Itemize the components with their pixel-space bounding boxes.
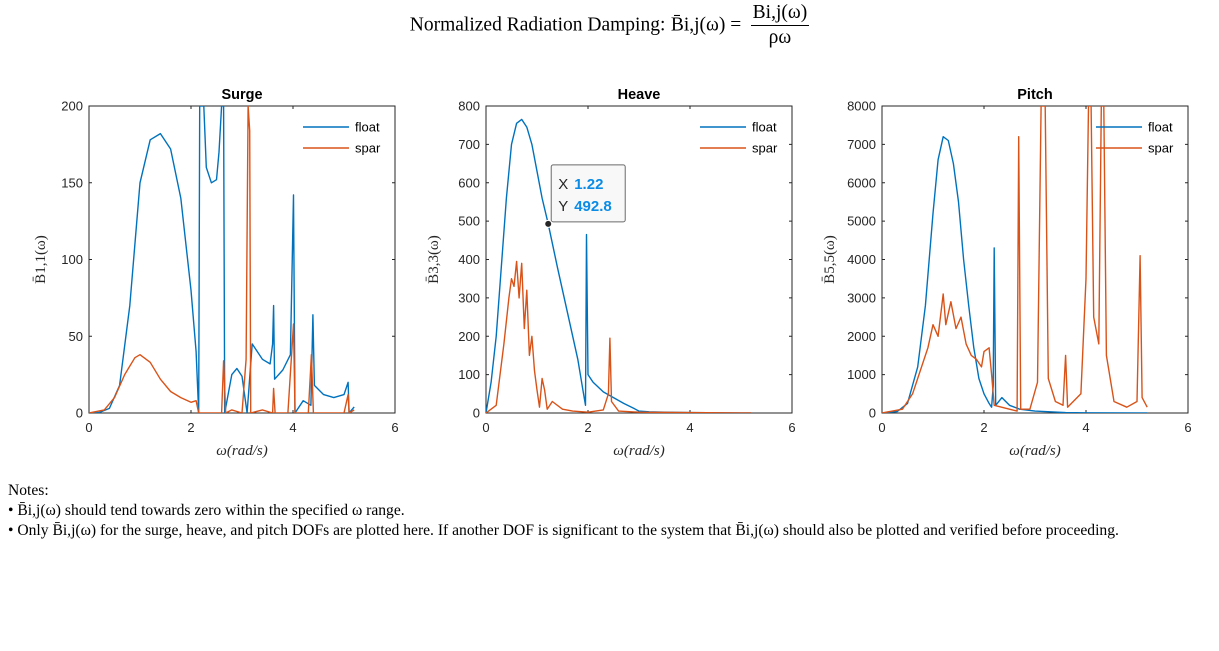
charts-canvas: 0 2 4 6050100150200Surgeω(rad/s)B̄1,1(ω)flo…: [33, 87, 1192, 459]
datatip-y-key: Y: [558, 198, 568, 215]
x-axis-label: ω(rad/s): [1009, 443, 1060, 459]
y-tick-label: 700: [458, 137, 480, 152]
y-tick-label: 500: [458, 214, 480, 229]
y-axis-label: B̄1,1(ω): [33, 235, 49, 284]
y-tick-label: 300: [458, 290, 480, 305]
y-tick-label: 200: [458, 329, 480, 344]
legend-label-spar: spar: [752, 141, 778, 156]
y-tick-label: 100: [61, 252, 83, 267]
notes-line-2: • Only B̄i,j(ω) for the surge, heave, an…: [8, 522, 1119, 539]
x-tick-label: 2: [584, 420, 591, 435]
chart-title: Pitch: [1017, 87, 1052, 103]
x-tick-label: 4: [686, 420, 693, 435]
y-tick-label: 5000: [847, 214, 876, 229]
x-tick-label: 2: [980, 420, 987, 435]
y-tick-label: 4000: [847, 252, 876, 267]
y-tick-label: 400: [458, 252, 480, 267]
notes-line-1: • B̄i,j(ω) should tend towards zero with…: [8, 502, 405, 519]
y-tick-label: 8000: [847, 99, 876, 114]
y-tick-label: 0: [869, 406, 876, 421]
x-tick-label: 4: [289, 420, 296, 435]
x-tick-label: 4: [1082, 420, 1089, 435]
legend-label-float: float: [355, 120, 380, 135]
y-tick-label: 150: [61, 175, 83, 190]
series-line-float: [486, 118, 752, 413]
x-axis-label: ω(rad/s): [216, 443, 267, 459]
y-tick-label: 50: [69, 329, 83, 344]
chart-title: Heave: [618, 87, 661, 103]
title-lead: Normalized Radiation Damping:: [409, 14, 666, 36]
x-tick-label: 6: [788, 420, 795, 435]
notes-heading: Notes:: [8, 482, 49, 499]
y-tick-label: 2000: [847, 329, 876, 344]
y-tick-label: 800: [458, 99, 480, 114]
legend-label-float: float: [1148, 120, 1173, 135]
notes-section: Notes: • B̄i,j(ω) should tend towards ze…: [8, 481, 1198, 541]
datatip-y-value: 492.8: [574, 198, 612, 215]
series-line-spar: [89, 106, 355, 413]
y-tick-label: 0: [76, 406, 83, 421]
plot-area: [88, 105, 396, 414]
y-axis-label: B̄5,5(ω): [822, 235, 838, 284]
chart-pitch: 0 2 4 6 0 1000 2000 3000 4000 5000 6000 7000 8000 Pit…: [822, 87, 1192, 459]
chart-surge: 0 2 4 6 0 50 100 150 200 Surge ω(rad/s) B̄1,1(ω) flo…: [33, 87, 399, 459]
y-tick-label: 1000: [847, 367, 876, 382]
plot-area: [485, 105, 793, 414]
plot-area: [881, 105, 1189, 414]
figure-title: Normalized Radiation Damping: B̄i,j(ω) =…: [0, 2, 1219, 49]
datatip-x-value: 1.22: [574, 176, 603, 193]
datatip-marker: [544, 219, 553, 228]
y-tick-label: 7000: [847, 137, 876, 152]
y-tick-label: 200: [61, 99, 83, 114]
x-tick-label: 0: [482, 420, 489, 435]
x-tick-label: 0: [85, 420, 92, 435]
chart-title: Surge: [221, 87, 262, 103]
title-lhs: B̄i,j(ω) =: [670, 14, 742, 36]
series-line-spar: [882, 106, 1148, 413]
title-fraction: Bi,j(ω) ρω: [750, 2, 810, 49]
x-axis-label: ω(rad/s): [613, 443, 664, 459]
legend-label-spar: spar: [355, 141, 381, 156]
datatip-box: [550, 164, 626, 223]
series-line-float: [882, 135, 1148, 413]
y-tick-label: 0: [473, 406, 480, 421]
chart-heave: 0 2 4 6 0 100 200 300 400 500 600 700 800 Heave ω(rad/…: [426, 87, 796, 459]
y-tick-label: 600: [458, 175, 480, 190]
x-tick-label: 6: [1184, 420, 1191, 435]
y-tick-label: 100: [458, 367, 480, 382]
legend-label-float: float: [752, 120, 777, 135]
y-tick-label: 3000: [847, 290, 876, 305]
series-line-spar: [486, 260, 752, 413]
y-axis-label: B̄3,3(ω): [426, 235, 442, 284]
title-denominator: ρω: [768, 27, 792, 48]
x-tick-label: 6: [391, 420, 398, 435]
y-tick-label: 6000: [847, 175, 876, 190]
title-numerator: Bi,j(ω): [750, 2, 810, 26]
x-tick-label: 0: [878, 420, 885, 435]
x-tick-label: 2: [187, 420, 194, 435]
legend-label-spar: spar: [1148, 141, 1174, 156]
datatip-x-key: X: [558, 176, 568, 193]
